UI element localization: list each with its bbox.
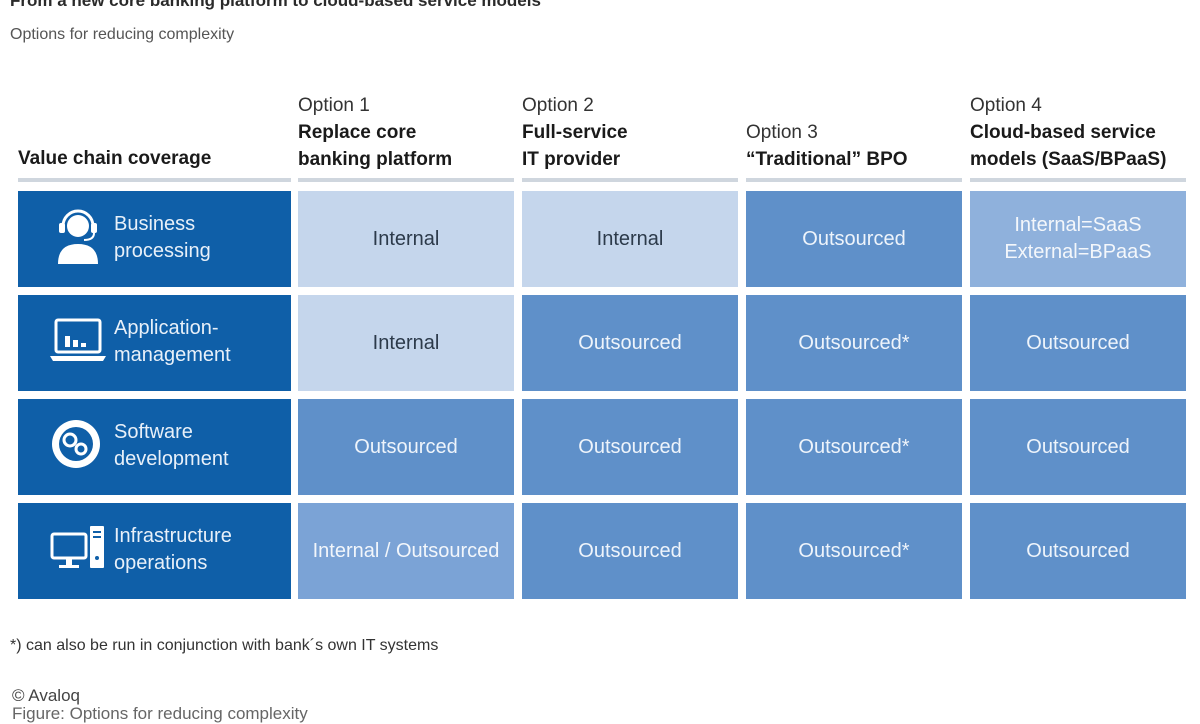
footnote: *) can also be run in conjunction with b… xyxy=(10,637,439,654)
row-header-business-processing: Business processing xyxy=(18,191,291,287)
cell-business-option-4: Internal=SaaS External=BPaaS xyxy=(970,191,1186,287)
row-label: Business processing xyxy=(114,213,211,262)
cell-infrastructure-option-2: Outsourced xyxy=(522,503,738,599)
cell-application-option-3: Outsourced* xyxy=(746,295,962,391)
header-rule xyxy=(18,178,291,182)
row-header-infrastructure-operations: Infrastructure operations xyxy=(18,503,291,599)
laptop-chart-icon xyxy=(50,318,106,361)
row-label: Infrastructure operations xyxy=(114,525,232,574)
desktop-tower-icon xyxy=(50,526,104,568)
header-rule xyxy=(298,178,514,182)
header-rule xyxy=(522,178,738,182)
row-header-software-development: Software development xyxy=(18,399,291,495)
cell-application-option-4: Outsourced xyxy=(970,295,1186,391)
option-3-name: “Traditional” BPO xyxy=(746,149,908,170)
cell-infrastructure-option-4: Outsourced xyxy=(970,503,1186,599)
figure-title: From a new core banking platform to clou… xyxy=(10,0,541,10)
cell-application-option-2: Outsourced xyxy=(522,295,738,391)
row-header-application-management: Application- management xyxy=(18,295,291,391)
figure-caption: Figure: Options for reducing complexity xyxy=(12,704,308,723)
cell-software-option-2: Outsourced xyxy=(522,399,738,495)
cell-application-option-1: Internal xyxy=(298,295,514,391)
option-2-label: Option 2 xyxy=(522,95,594,116)
gears-icon xyxy=(52,420,100,468)
cell-business-option-3: Outsourced xyxy=(746,191,962,287)
value-chain-header: Value chain coverage xyxy=(18,148,212,169)
option-3-header: Option 3 “Traditional” BPO xyxy=(746,119,961,203)
cell-business-option-1: Internal xyxy=(298,191,514,287)
cell-software-option-4: Outsourced xyxy=(970,399,1186,495)
cell-software-option-1: Outsourced xyxy=(298,399,514,495)
option-2-name: Full-service IT provider xyxy=(522,122,628,170)
option-4-header: Option 4 Cloud-based service models (Saa… xyxy=(970,92,1190,176)
headset-person-icon xyxy=(58,209,98,264)
header-rule xyxy=(970,178,1186,182)
row-label: Application- management xyxy=(114,317,231,366)
option-3-label: Option 3 xyxy=(746,122,818,143)
option-1-name: Replace core banking platform xyxy=(298,122,453,170)
option-2-header: Option 2 Full-service IT provider xyxy=(522,92,737,176)
cell-infrastructure-option-3: Outsourced* xyxy=(746,503,962,599)
cell-software-option-3: Outsourced* xyxy=(746,399,962,495)
cell-infrastructure-option-1: Internal / Outsourced xyxy=(298,503,514,599)
option-4-name: Cloud-based service models (SaaS/BPaaS) xyxy=(970,122,1167,170)
option-1-label: Option 1 xyxy=(298,95,370,116)
figure-subtitle: Options for reducing complexity xyxy=(10,26,235,43)
option-4-label: Option 4 xyxy=(970,95,1042,116)
header-rule xyxy=(746,178,962,182)
copyright-notice: © Avaloq xyxy=(12,686,80,705)
option-1-header: Option 1 Replace core banking platform xyxy=(298,92,513,176)
row-label: Software development xyxy=(114,421,229,470)
cell-business-option-2: Internal xyxy=(522,191,738,287)
